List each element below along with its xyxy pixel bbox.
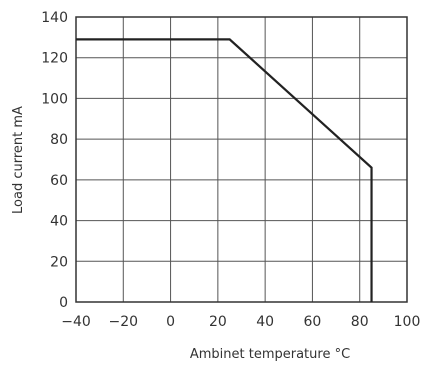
grid-lines xyxy=(75,16,408,303)
x-tick-label: 0 xyxy=(166,314,175,330)
y-axis-title: Load current mA xyxy=(11,106,26,214)
y-tick-label: 40 xyxy=(50,214,68,230)
y-tick-label: 0 xyxy=(59,295,68,311)
load-current-line xyxy=(76,38,373,302)
y-tick-label: 120 xyxy=(41,51,68,67)
y-tick-label: 80 xyxy=(50,132,68,148)
tick-labels: −40 −20 0 20 40 60 80 100 0 20 40 60 80 100 120 140 xyxy=(41,10,420,330)
plot-frame xyxy=(75,16,408,303)
x-tick-label: 100 xyxy=(394,314,421,330)
x-axis-title: Ambinet temperature °C xyxy=(190,347,350,362)
x-tick-label: −20 xyxy=(109,314,139,330)
y-tick-label: 20 xyxy=(50,254,68,270)
x-tick-label: 40 xyxy=(256,314,274,330)
y-tick-label: 60 xyxy=(50,173,68,189)
y-tick-label: 100 xyxy=(41,91,68,107)
series-group xyxy=(76,38,373,302)
x-tick-label: 80 xyxy=(351,314,369,330)
x-tick-label: 60 xyxy=(304,314,322,330)
x-tick-label: −40 xyxy=(61,314,91,330)
x-tick-label: 20 xyxy=(209,314,227,330)
y-tick-label: 140 xyxy=(41,10,68,26)
